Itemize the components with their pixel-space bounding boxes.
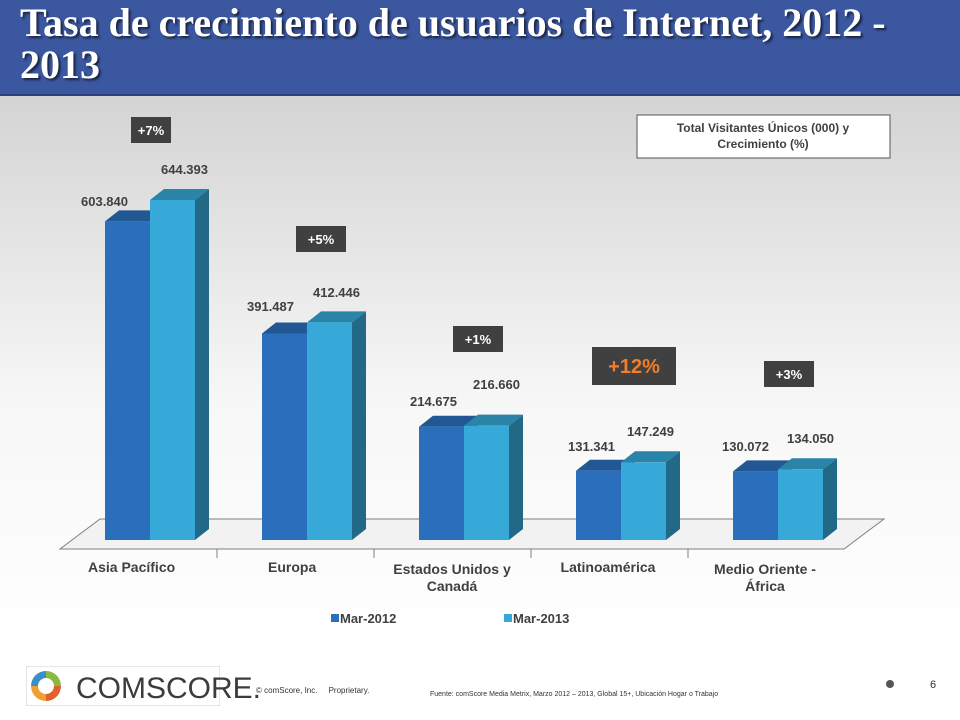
- category-label: Latinoamérica: [561, 559, 656, 575]
- bar: [778, 469, 823, 540]
- growth-label: +3%: [776, 367, 803, 382]
- page-title: Tasa de crecimiento de usuarios de Inter…: [20, 0, 886, 87]
- bar: [419, 426, 464, 540]
- category-label: Asia Pacífico: [88, 559, 175, 575]
- bar-side: [352, 311, 366, 540]
- bar: [105, 221, 150, 540]
- legend-swatch: [504, 614, 512, 622]
- bar: [464, 425, 509, 540]
- bar-top: [419, 415, 478, 427]
- comscore-logo-mark-icon: [31, 671, 61, 701]
- source-note: Fuente: comScore Media Metrix, Marzo 201…: [430, 691, 719, 698]
- data-label: 134.050: [787, 431, 834, 446]
- bar-top: [576, 459, 635, 471]
- title-bar: Tasa de crecimiento de usuarios de Inter…: [0, 0, 960, 96]
- growth-label: +7%: [138, 123, 165, 138]
- data-label: 131.341: [568, 439, 615, 454]
- bar: [262, 333, 307, 540]
- copyright-text: © comScore, Inc. Proprietary.: [256, 686, 370, 695]
- growth-label: +12%: [608, 356, 660, 378]
- bar-top: [464, 414, 523, 426]
- bullet-icon: [886, 680, 894, 688]
- data-label: 130.072: [722, 439, 769, 454]
- bar: [733, 471, 778, 540]
- bar-side: [195, 189, 209, 540]
- bar: [150, 200, 195, 540]
- growth-badge: [764, 361, 814, 387]
- data-label: 391.487: [247, 299, 294, 314]
- legend-label: Mar-2013: [513, 611, 569, 626]
- data-label: 603.840: [81, 194, 128, 209]
- bar-side: [509, 414, 523, 540]
- category-label: Europa: [268, 559, 316, 575]
- data-label: 214.675: [410, 394, 457, 409]
- bar-top: [105, 210, 164, 222]
- chart-area: 603.840 391.487 214.675 131.341 130.072 644.3…: [0, 96, 960, 654]
- legend-swatch: [331, 614, 339, 622]
- growth-badge: [131, 117, 171, 143]
- bar: [621, 462, 666, 540]
- data-label: 412.446: [313, 285, 360, 300]
- bar-chart: 603.840 391.487 214.675 131.341 130.072 644.3…: [58, 114, 891, 626]
- comscore-logo: [26, 666, 220, 706]
- growth-badge: [453, 326, 503, 352]
- bar-top: [778, 458, 837, 470]
- bar-top: [262, 322, 321, 334]
- bar-top: [307, 311, 366, 323]
- data-label: 216.660: [473, 377, 520, 392]
- bar-side: [823, 458, 837, 540]
- bar: [307, 322, 352, 540]
- bar-top: [621, 451, 680, 463]
- bar: [576, 470, 621, 540]
- growth-badge: [592, 347, 676, 385]
- category-label: Medio Oriente -África: [714, 561, 816, 594]
- legend-title-box: [636, 114, 891, 159]
- legend-label: Mar-2012: [340, 611, 396, 626]
- data-label: 644.393: [161, 162, 208, 177]
- logo-text: COMSCORE.: [76, 672, 262, 705]
- growth-badge: [296, 226, 346, 252]
- growth-label: +5%: [308, 232, 335, 247]
- category-label: Estados Unidos y Canadá: [393, 561, 511, 594]
- growth-label: +1%: [465, 332, 492, 347]
- bar-top: [733, 460, 792, 472]
- bar-top: [150, 189, 209, 200]
- bar-side: [666, 451, 680, 540]
- legend-title: Total Visitantes Únicos (000) y Crecimien…: [677, 120, 850, 151]
- page-number: 6: [930, 679, 937, 691]
- data-label: 147.249: [627, 424, 674, 439]
